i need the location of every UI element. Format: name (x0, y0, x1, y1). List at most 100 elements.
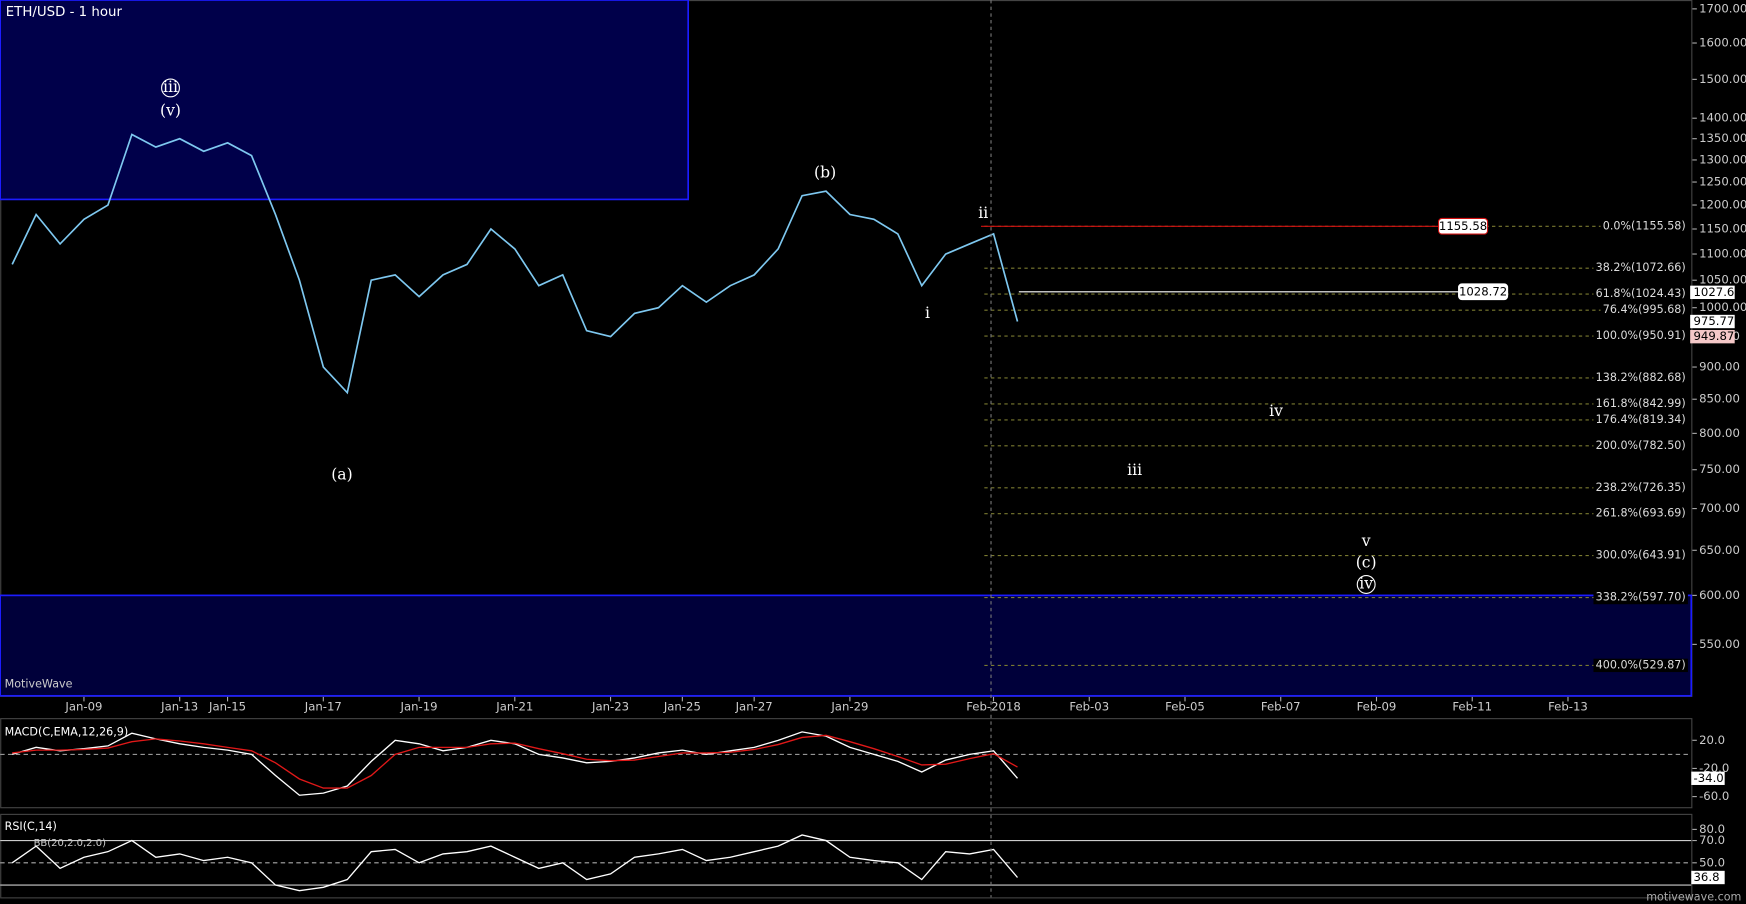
level-tag-label: 1028.72 (1459, 284, 1507, 298)
fib-label-bg (1593, 261, 1688, 275)
macd-title: MACD(C,EMA,12,26,9) (5, 726, 129, 739)
y-tick-label: 1600.00 (1699, 36, 1746, 50)
macd-panel (0, 718, 1693, 809)
fib-label: 138.2%(882.68) (1596, 371, 1686, 384)
fib-label: 200.0%(782.50) (1596, 439, 1686, 452)
x-tick-label: Jan-21 (495, 699, 533, 713)
series-line (12, 734, 1018, 789)
footer: motivewave.com (1646, 890, 1741, 903)
fib-label: 400.0%(529.87) (1596, 658, 1686, 671)
fib-label-bg (1600, 219, 1688, 233)
wave-label: (b) (814, 164, 836, 182)
value-tag-label: -34.0 (1694, 771, 1724, 785)
y-tick-label: 800.00 (1699, 426, 1740, 440)
fib-label-bg (1593, 658, 1688, 673)
y-tick-label: 750.00 (1699, 462, 1740, 476)
fib-label: 300.0%(643.91) (1596, 549, 1686, 562)
fib-label: 76.4%(995.68) (1603, 303, 1686, 316)
x-tick-label: Feb-13 (1548, 699, 1588, 713)
x-tick-label: Feb-03 (1069, 699, 1109, 713)
y-tick-label: 1300.00 (1699, 152, 1746, 166)
x-tick-label: Feb-07 (1261, 699, 1301, 713)
level-tag (1458, 283, 1509, 301)
fib-label: 261.8%(693.69) (1596, 507, 1686, 520)
x-tick-label: Jan-25 (663, 699, 701, 713)
x-tick-label: Feb-11 (1452, 699, 1492, 713)
wave-label: (a) (331, 465, 352, 483)
y-tick-label: 700.00 (1699, 501, 1740, 515)
fib-label: 0.0%(1155.58) (1603, 219, 1686, 232)
level-tag-label: 1155.58 (1439, 219, 1487, 233)
wave-label: iv (1359, 574, 1373, 592)
price-tag (1690, 329, 1735, 344)
y-tick-label: 1350.00 (1699, 131, 1746, 145)
fib-label-bg (1593, 590, 1688, 605)
x-tick-label: Jan-27 (735, 699, 773, 713)
value-tag (1691, 771, 1725, 785)
y-tick-label: 1100.00 (1699, 247, 1746, 261)
y-tick-label: 600.00 (1699, 588, 1740, 602)
rsi-subtitle: BB(20,2.0,2.0) (34, 838, 107, 849)
fib-label-bg (1593, 506, 1688, 521)
y-tick-label: 1150.00 (1699, 221, 1746, 235)
y-tick-label: 70.0 (1699, 833, 1725, 847)
x-tick-label: Jan-17 (304, 699, 342, 713)
fib-label-bg (1593, 413, 1688, 427)
x-tick-label: Jan-23 (591, 699, 629, 713)
rsi-title: RSI(C,14) (5, 820, 57, 833)
zone (0, 0, 690, 201)
value-tag-label: 36.8 (1694, 870, 1720, 884)
x-tick-label: Jan-13 (160, 699, 198, 713)
fib-label: 161.8%(842.99) (1596, 397, 1686, 410)
chart-title: ETH/USD - 1 hour (6, 5, 123, 20)
price-tag-label: 975.77 (1694, 314, 1735, 328)
fib-label: 38.2%(1072.66) (1596, 261, 1686, 274)
fib-label-bg (1593, 439, 1688, 453)
fib-label: 176.4%(819.34) (1596, 413, 1686, 426)
series-line (11, 133, 1019, 395)
price-tag (1690, 285, 1735, 300)
wave-label: (v) (160, 101, 181, 119)
x-tick-label: Jan-09 (64, 699, 102, 713)
fib-label-bg (1593, 371, 1688, 385)
y-tick-label: 550.00 (1699, 637, 1740, 651)
wave-circle (161, 78, 180, 98)
wave-label: ii (978, 204, 988, 222)
zone (0, 594, 1693, 697)
fib-label-bg (1600, 303, 1688, 317)
wave-label: iii (1127, 461, 1142, 479)
y-tick-label: -20.0 (1699, 761, 1729, 775)
y-tick-label: 1400.00 (1699, 111, 1746, 125)
y-tick-label: 850.00 (1699, 392, 1740, 406)
fib-label: 238.2%(726.35) (1596, 481, 1686, 494)
x-tick-label: Feb-09 (1357, 699, 1397, 713)
wave-circle (1356, 575, 1376, 594)
fib-label: 338.2%(597.70) (1596, 591, 1686, 604)
rsi-panel (0, 813, 1693, 899)
fib-label-bg (1593, 397, 1688, 411)
value-tag (1691, 870, 1725, 885)
y-tick-label: -60.0 (1699, 789, 1729, 803)
x-tick-label: Jan-19 (400, 699, 438, 713)
fib-label: 61.8%(1024.43) (1596, 287, 1686, 300)
x-tick-label: Jan-15 (208, 699, 246, 713)
watermark: MotiveWave (5, 678, 73, 691)
price-tag-label: 1027.66 (1694, 285, 1742, 299)
y-tick-label: 1000.00 (1699, 300, 1746, 314)
price-tag-label: 949.87 (1694, 329, 1735, 343)
wave-label: v (1361, 532, 1371, 550)
y-tick-label: 650.00 (1699, 543, 1740, 557)
y-tick-label: 1700.00 (1699, 1, 1746, 15)
series-line (11, 834, 1019, 892)
fib-label-bg (1593, 481, 1688, 495)
fib-label-bg (1593, 329, 1688, 343)
fib-label-bg (1593, 548, 1688, 563)
y-tick-label: 1250.00 (1699, 175, 1746, 189)
wave-label: iv (1269, 402, 1283, 420)
wave-label: i (925, 304, 930, 322)
wave-label: (c) (1356, 553, 1377, 571)
wave-label: iii (163, 78, 178, 96)
